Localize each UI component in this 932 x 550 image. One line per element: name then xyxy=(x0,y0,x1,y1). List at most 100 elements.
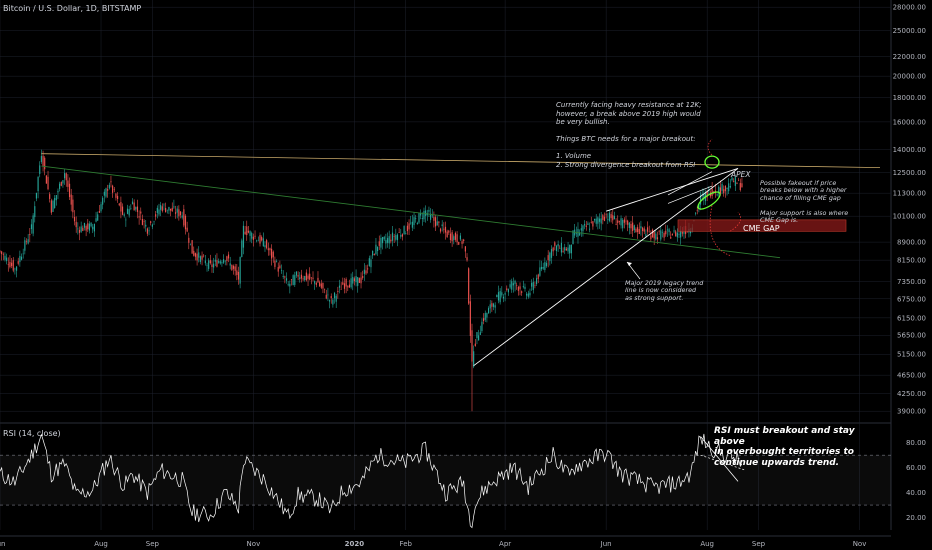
candle-body xyxy=(580,228,582,231)
candle-body xyxy=(496,295,498,298)
candle-body xyxy=(171,207,173,212)
candle-body xyxy=(651,229,654,238)
rsi-panel xyxy=(0,433,891,529)
candle-body xyxy=(661,231,664,233)
candle-body xyxy=(310,277,312,279)
candle-body xyxy=(42,155,44,167)
candle-body xyxy=(65,173,67,181)
candle-body xyxy=(630,223,632,229)
price-tick-label: 6150.00 xyxy=(897,314,926,322)
candle-body xyxy=(231,264,233,271)
candle-body xyxy=(103,191,105,196)
candle-body xyxy=(380,237,382,248)
price-axis: 28000.00 25000.00 22000.00 20000.00 18000.00… xyxy=(893,4,926,522)
candle-body xyxy=(20,256,23,260)
candle-body xyxy=(300,274,302,279)
candle-body xyxy=(368,258,370,267)
candle-body xyxy=(95,218,97,222)
candle-body xyxy=(222,259,225,263)
candle-body xyxy=(232,265,235,269)
candle-body xyxy=(121,206,124,215)
legacy-callout-arrowhead xyxy=(627,262,632,266)
candle-body xyxy=(491,303,493,307)
candle-body xyxy=(554,242,556,246)
candle-body xyxy=(67,180,69,187)
candle-body xyxy=(511,281,513,290)
candle-body xyxy=(484,312,486,320)
fakeout-arrow-down xyxy=(709,205,731,256)
candle-body xyxy=(406,225,408,232)
candle-body xyxy=(75,221,77,228)
candle-body xyxy=(213,263,215,268)
price-tick-label: 11300.00 xyxy=(893,190,926,198)
candle-body xyxy=(252,236,254,240)
candle-body xyxy=(557,243,559,247)
price-tick-label: 4250.00 xyxy=(897,390,926,398)
candle-body xyxy=(524,286,526,289)
candle-body xyxy=(141,218,144,225)
candle-body xyxy=(526,293,528,296)
candle-body xyxy=(239,257,241,284)
candle-body xyxy=(186,227,188,232)
candle-body xyxy=(620,218,622,226)
candle-body xyxy=(653,231,655,239)
candle-body xyxy=(703,193,705,200)
candle-body xyxy=(277,267,279,272)
wedge-upper-line xyxy=(606,167,739,212)
price-tick-label: 5650.00 xyxy=(897,332,926,340)
candle-body xyxy=(719,187,721,194)
candle-body xyxy=(595,218,597,224)
candle-body xyxy=(681,232,683,234)
candle-body xyxy=(342,282,344,285)
candle-body xyxy=(107,189,109,191)
candle-body xyxy=(539,267,541,276)
candle-body xyxy=(280,270,283,271)
candle-body xyxy=(287,284,289,286)
candle-body xyxy=(433,217,435,221)
candle-body xyxy=(421,217,423,219)
candle-body xyxy=(603,216,606,221)
candle-body xyxy=(2,254,4,256)
candle-body xyxy=(370,259,372,268)
legacy-trend-line xyxy=(41,165,781,259)
candle-body xyxy=(269,248,271,251)
candle-body xyxy=(188,237,190,243)
candle-body xyxy=(259,235,261,244)
candle-body xyxy=(592,221,594,227)
rsi-band xyxy=(0,455,891,506)
candle-body xyxy=(45,175,47,184)
candle-body xyxy=(272,251,274,258)
candle-body xyxy=(711,188,713,197)
candle-body xyxy=(30,224,33,230)
candle-body xyxy=(602,215,604,220)
candle-body xyxy=(726,187,728,190)
time-tick-label: Nov xyxy=(853,540,867,548)
candle-body xyxy=(516,285,518,286)
candle-body xyxy=(529,292,531,296)
candle-body xyxy=(638,229,640,235)
candle-body xyxy=(521,291,523,293)
candle-body xyxy=(80,226,82,232)
candle-body xyxy=(506,288,508,290)
candle-body xyxy=(575,233,577,234)
candle-body xyxy=(731,177,733,181)
candle-body xyxy=(430,213,432,220)
candle-body xyxy=(88,223,91,231)
candle-body xyxy=(85,226,87,231)
candle-body xyxy=(163,204,165,206)
candle-body xyxy=(550,249,553,258)
price-tick-label: 18000.00 xyxy=(893,94,926,102)
candle-body xyxy=(623,219,625,223)
candle-body xyxy=(47,176,49,190)
candle-body xyxy=(219,261,221,264)
resistance-annotation: Currently facing heavy resistance at 12K… xyxy=(556,101,702,169)
candle-body xyxy=(504,293,506,295)
candle-body xyxy=(471,330,473,362)
fakeout-arrow-up xyxy=(729,211,742,232)
candle-body xyxy=(401,234,404,237)
candle-body xyxy=(118,203,120,206)
candle-body xyxy=(156,207,158,213)
candle-body xyxy=(690,231,692,234)
price-tick-label: 28000.00 xyxy=(893,4,926,12)
candle-body xyxy=(373,254,375,256)
